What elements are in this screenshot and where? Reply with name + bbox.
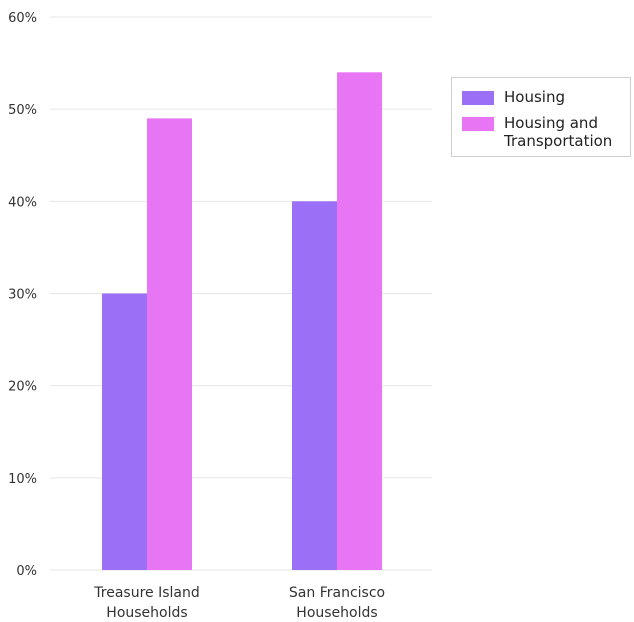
x-category-label: Treasure Island Households: [93, 585, 199, 621]
y-tick-label: 50%: [8, 103, 37, 118]
y-tick-label: 10%: [8, 472, 37, 487]
legend-swatch-housing: [462, 91, 494, 105]
bar-housing-transportation: [337, 72, 382, 571]
bar-housing-transportation: [147, 118, 192, 570]
y-tick-label: 60%: [8, 11, 37, 26]
x-category-label: San Francisco Households: [289, 585, 385, 621]
y-tick-label: 20%: [8, 380, 37, 395]
legend-label-housing: Housing: [504, 88, 565, 106]
legend-item-housing: Housing: [462, 88, 565, 106]
legend: Housing Housing and Transportation: [451, 77, 631, 157]
bar-housing: [292, 201, 337, 571]
legend-label-housing-transportation: Housing and Transportation: [504, 114, 613, 150]
legend-swatch-housing-transportation: [462, 117, 494, 131]
legend-item-housing-transportation: Housing and Transportation: [462, 114, 612, 150]
y-tick-label: 40%: [8, 195, 37, 210]
bar-housing: [102, 293, 147, 570]
y-tick-label: 30%: [8, 288, 37, 303]
y-tick-label: 0%: [16, 564, 37, 579]
